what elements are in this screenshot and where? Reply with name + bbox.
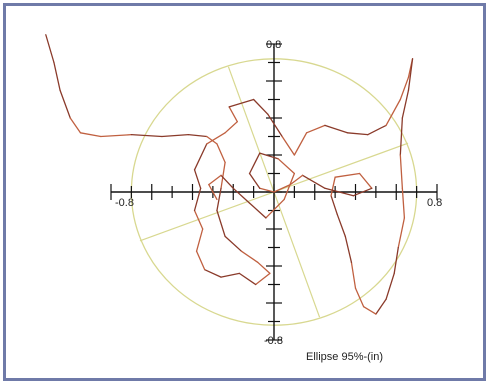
trace-segment <box>248 202 267 219</box>
trace-segment <box>350 261 357 289</box>
trace-segment <box>324 124 349 134</box>
trace-segment <box>193 169 202 189</box>
trace-segment <box>248 152 261 175</box>
trace-segment <box>277 158 296 175</box>
trace-segment <box>238 272 257 286</box>
trace-segment <box>358 172 373 189</box>
trace-segment <box>216 143 226 164</box>
trace-segment <box>45 34 55 64</box>
trace-segment <box>204 269 222 278</box>
trace-segment <box>257 261 271 275</box>
x-tick-label-max: 0.8 <box>427 197 442 209</box>
trace-segment <box>393 246 399 275</box>
trace-segment <box>232 187 251 204</box>
trace-segment <box>220 174 234 189</box>
chart-frame: -0.8 0.8 0.8 -0.8 Ellipse 95%-(in) <box>3 3 486 381</box>
trace-segment <box>193 209 204 230</box>
trace-segment <box>273 183 291 193</box>
trace-segment <box>193 187 202 212</box>
trace-segment <box>195 228 204 252</box>
trace-segment <box>330 176 336 197</box>
trace-segment <box>100 133 133 138</box>
trace-segment <box>354 287 365 308</box>
trace-segment <box>59 89 71 119</box>
trace-segment <box>399 117 404 156</box>
trace-segment <box>385 98 401 127</box>
trace-segment <box>224 235 243 252</box>
trace-segment <box>228 106 238 123</box>
trace-segment <box>401 89 410 119</box>
trace-segment <box>362 306 377 315</box>
trace-segment <box>367 124 387 136</box>
trace-segment <box>187 133 208 138</box>
trace-segment <box>324 187 355 197</box>
trace-segment <box>334 172 361 178</box>
y-tick-label-max: 0.8 <box>266 39 281 51</box>
trace-segment <box>248 172 261 189</box>
trace-segment <box>305 124 326 134</box>
ellipse-label: Ellipse 95%-(in) <box>306 351 383 363</box>
trace-segment <box>352 187 373 197</box>
trace-segment <box>208 174 222 186</box>
trace-segment <box>265 198 285 219</box>
trace-segment <box>224 121 238 134</box>
stabilogram-chart: -0.8 0.8 0.8 -0.8 Ellipse 95%-(in) <box>45 34 442 363</box>
trace-segment <box>252 98 269 115</box>
trace-segment <box>330 195 338 215</box>
trace-segment <box>53 61 61 91</box>
trace-segment <box>130 133 163 138</box>
trace-segment <box>220 272 241 278</box>
trace-segment <box>289 174 304 186</box>
trace-segment <box>281 135 296 156</box>
trace-segment <box>401 187 406 219</box>
trace-segment <box>407 58 414 91</box>
trace-segment <box>399 154 404 189</box>
trace-segment <box>267 113 283 138</box>
trace-segment <box>206 132 226 145</box>
trace-segment <box>336 213 346 238</box>
trace-segment <box>397 217 406 249</box>
trace-segment <box>216 209 226 238</box>
trace-segment <box>161 133 190 138</box>
y-tick-label-min: -0.8 <box>264 335 283 347</box>
trace-segment <box>79 132 102 138</box>
trace-segment <box>301 174 326 189</box>
trace-segment <box>399 76 410 101</box>
trace-segment <box>69 117 82 134</box>
trace-segment <box>240 250 259 263</box>
trace-segment <box>375 298 387 315</box>
trace-segment <box>216 187 222 212</box>
trace-segment <box>228 98 255 108</box>
trace-segment <box>344 235 353 263</box>
trace-segment <box>385 272 395 300</box>
trace-segment <box>208 183 218 201</box>
trace-segment <box>195 250 206 271</box>
trace-segment <box>220 161 226 189</box>
trace-segment <box>259 152 279 160</box>
trace-segment <box>293 132 308 156</box>
trace-segment <box>255 272 271 286</box>
trace-segment <box>193 143 208 171</box>
x-tick-label-min: -0.8 <box>115 197 134 209</box>
trace-segment <box>283 172 296 201</box>
trace-segment <box>259 187 275 193</box>
trace-segment <box>346 132 369 136</box>
